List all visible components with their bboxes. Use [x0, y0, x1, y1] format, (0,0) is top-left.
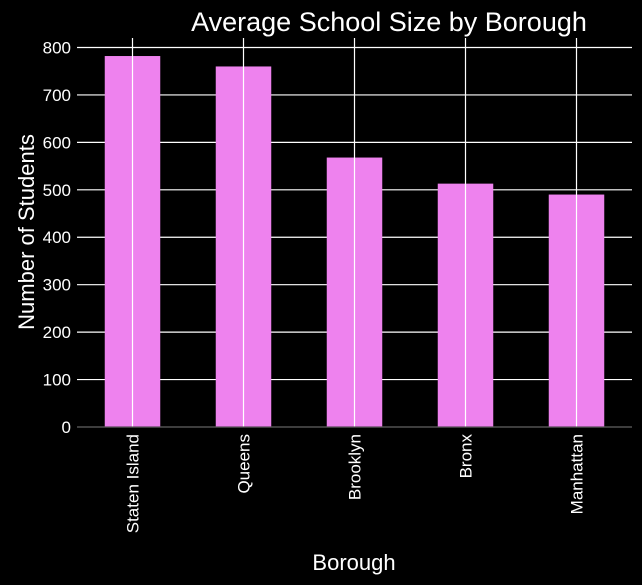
y-tick-label: 100: [43, 371, 71, 390]
x-tick-label: Brooklyn: [346, 434, 365, 500]
x-tick-label: Queens: [235, 434, 254, 494]
chart-title: Average School Size by Borough: [191, 7, 587, 37]
y-tick-label: 0: [62, 418, 71, 437]
vertical-grid-lines: [131, 38, 578, 427]
y-tick-label: 400: [43, 228, 71, 247]
x-tick-label: Manhattan: [568, 434, 587, 514]
x-tick-label: Bronx: [457, 434, 476, 479]
y-tick-label: 300: [43, 276, 71, 295]
x-tick-labels: Staten Island Queens Brooklyn Bronx Manhatta…: [124, 434, 587, 534]
y-tick-label: 700: [43, 86, 71, 105]
y-tick-label: 600: [43, 133, 71, 152]
x-tick-label: Staten Island: [124, 434, 143, 533]
y-tick-label: 500: [43, 181, 71, 200]
y-tick-labels: 0 100 200 300 400 500 600 700 800: [43, 38, 71, 437]
x-axis-label: Borough: [312, 550, 395, 575]
y-axis-label: Number of Students: [14, 134, 39, 330]
y-tick-label: 800: [43, 38, 71, 57]
y-tick-label: 200: [43, 323, 71, 342]
